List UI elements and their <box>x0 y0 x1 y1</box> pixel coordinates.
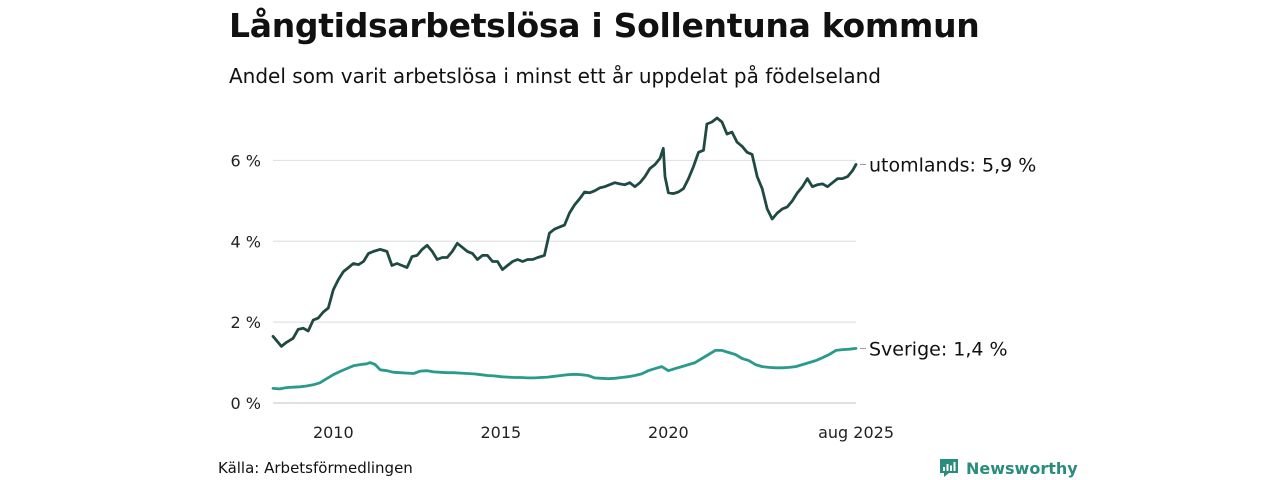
newsworthy-logo-icon <box>940 459 958 477</box>
y-tick-label: 4 % <box>231 232 261 251</box>
series-line-sverige <box>271 347 858 391</box>
source-note: Källa: Arbetsförmedlingen <box>218 459 413 477</box>
series-line-utomlands <box>271 116 858 348</box>
x-tick-label: aug 2025 <box>818 423 894 442</box>
series-lines <box>271 116 858 391</box>
end-label-sverige: Sverige: 1,4 % <box>869 338 1008 360</box>
y-tick-label: 2 % <box>231 313 261 332</box>
x-tick-label: 2020 <box>648 423 689 442</box>
brand-logo[interactable]: Newsworthy <box>938 457 1078 479</box>
series-end-labels: utomlands: 5,9 % Sverige: 1,4 % <box>860 154 1036 360</box>
x-tick-label: 2015 <box>480 423 521 442</box>
y-tick-label: 6 % <box>231 151 261 170</box>
x-tick-label: 2010 <box>313 423 354 442</box>
y-axis: 0 % 2 % 4 % 6 % <box>231 151 261 413</box>
brand-name: Newsworthy <box>966 458 1078 478</box>
y-tick-label: 0 % <box>231 394 261 413</box>
grid-lines <box>273 159 856 404</box>
chart-subtitle: Andel som varit arbetslösa i minst ett å… <box>229 64 881 88</box>
x-axis: 2010 2015 2020 aug 2025 <box>313 423 894 442</box>
end-label-utomlands: utomlands: 5,9 % <box>869 154 1036 176</box>
chart-title: Långtidsarbetslösa i Sollentuna kommun <box>229 6 980 45</box>
